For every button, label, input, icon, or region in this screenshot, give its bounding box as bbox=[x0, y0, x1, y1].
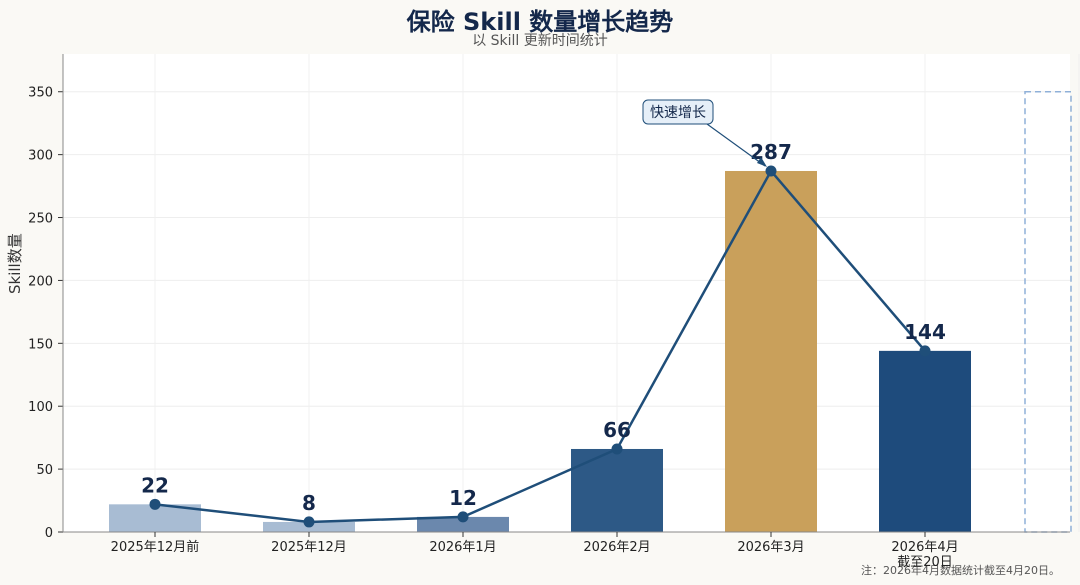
y-tick-label: 150 bbox=[28, 337, 53, 352]
bar bbox=[725, 170, 817, 533]
y-tick-label: 200 bbox=[28, 274, 53, 289]
x-tick-label: 2025年12月前 bbox=[111, 539, 200, 555]
series-line bbox=[154, 168, 926, 524]
bar bbox=[879, 350, 971, 532]
annotation-text: 快速增长 bbox=[650, 105, 706, 121]
y-tick-label: 50 bbox=[36, 463, 53, 478]
footnote: 注：2026年4月数据统计截至4月20日。 bbox=[861, 564, 1060, 577]
projected-bar bbox=[1024, 90, 1072, 533]
x-tick-label: 2025年12月 bbox=[271, 540, 347, 555]
annotation-arrow-head bbox=[757, 156, 767, 167]
x-axis: 2025年12月前 2025年12月 2026年1月 2026年2月 2026年3月 20… bbox=[63, 531, 1070, 570]
bar bbox=[417, 516, 509, 532]
annotation-box bbox=[642, 99, 714, 125]
line-point bbox=[765, 165, 777, 177]
x-tick-label: 2026年2月 bbox=[583, 540, 650, 555]
data-label: 66 bbox=[603, 418, 631, 442]
data-label: 144 bbox=[904, 320, 946, 344]
bars bbox=[109, 90, 1072, 533]
line-point bbox=[457, 511, 469, 523]
annotation-arrow bbox=[706, 123, 766, 167]
y-tick-label: 300 bbox=[28, 149, 53, 164]
annotation: 快速增长 bbox=[642, 99, 767, 167]
y-tick-label: 350 bbox=[28, 86, 53, 101]
data-label: 12 bbox=[449, 486, 477, 510]
x-tick-label: 2026年4月截至20日 bbox=[891, 540, 958, 570]
line-point bbox=[149, 498, 161, 510]
trend-line bbox=[149, 165, 931, 528]
data-label: 22 bbox=[141, 473, 169, 497]
y-tick-label: 0 bbox=[45, 526, 53, 541]
chart-subtitle: 以 Skill 更新时间统计 bbox=[472, 33, 608, 49]
line-point bbox=[611, 443, 623, 455]
y-tick-label: 250 bbox=[28, 212, 53, 227]
bar bbox=[571, 448, 663, 532]
data-label: 8 bbox=[302, 491, 316, 515]
line-point bbox=[303, 516, 315, 528]
y-tick-label: 100 bbox=[28, 400, 53, 415]
y-axis: 0 50 100 150 200 250 300 350 bbox=[28, 54, 64, 541]
x-tick-label: 2026年1月 bbox=[429, 540, 496, 555]
chart-title: 保险 Skill 数量增长趋势 bbox=[406, 8, 674, 36]
x-tick-label: 2026年3月 bbox=[737, 540, 804, 555]
line-point bbox=[919, 345, 931, 357]
